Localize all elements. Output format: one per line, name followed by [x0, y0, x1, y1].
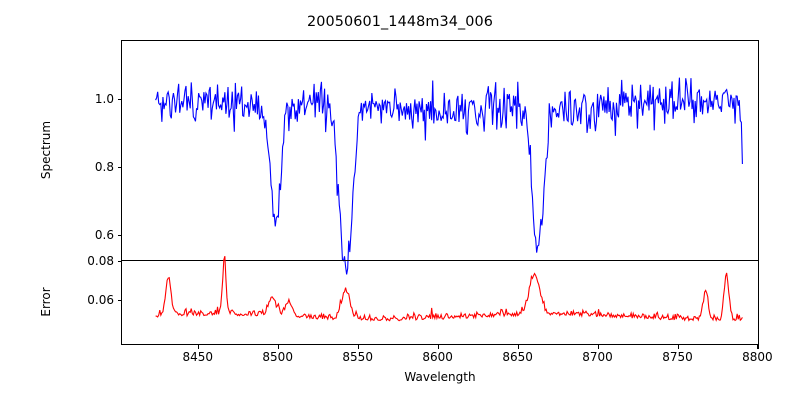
spectrum-y-axis-label: Spectrum: [39, 120, 53, 180]
error-axes: [121, 255, 759, 345]
spectrum-y-tick-mark: [117, 99, 121, 101]
error-y-axis-label: Error: [39, 287, 53, 317]
x-tick-label: 8600: [422, 350, 453, 364]
x-tick-label: 8450: [182, 350, 214, 364]
spectrum-y-tick-label: 1.0: [94, 92, 114, 107]
x-tick-mark: [517, 345, 519, 349]
x-tick-mark: [277, 345, 279, 349]
error-y-tick-label: 0.08: [87, 254, 114, 268]
x-tick-mark: [757, 345, 759, 349]
spectrum-data-line: [155, 77, 743, 275]
page-title: 20050601_1448m34_006: [306, 14, 494, 30]
x-tick-mark: [437, 345, 439, 349]
x-tick-label: 8750: [662, 350, 693, 364]
error-y-tick-mark: [117, 300, 121, 302]
error-line-plot: [155, 255, 743, 322]
spectrum-line-plot: [155, 77, 743, 275]
spectrum-y-tick-mark: [117, 167, 121, 169]
x-tick-label: 8800: [742, 350, 773, 364]
error-data-line: [155, 255, 743, 322]
error-y-tick-label: 0.06: [87, 293, 114, 307]
x-tick-mark: [597, 345, 599, 349]
x-tick-label: 8650: [502, 350, 533, 364]
x-tick-mark: [677, 345, 679, 349]
x-tick-label: 8500: [262, 350, 293, 364]
error-y-tick-mark: [117, 261, 121, 263]
x-tick-label: 8700: [582, 350, 613, 364]
x-axis-label: Wavelength: [404, 370, 476, 384]
x-tick-mark: [197, 345, 199, 349]
spectrum-axes: [121, 40, 759, 275]
spectrum-y-tick-label: 0.6: [94, 227, 114, 242]
x-tick-label: 8550: [342, 350, 373, 364]
x-tick-mark: [357, 345, 359, 349]
spectrum-y-tick-mark: [117, 234, 121, 237]
spectrum-y-tick-label: 0.8: [94, 160, 114, 175]
